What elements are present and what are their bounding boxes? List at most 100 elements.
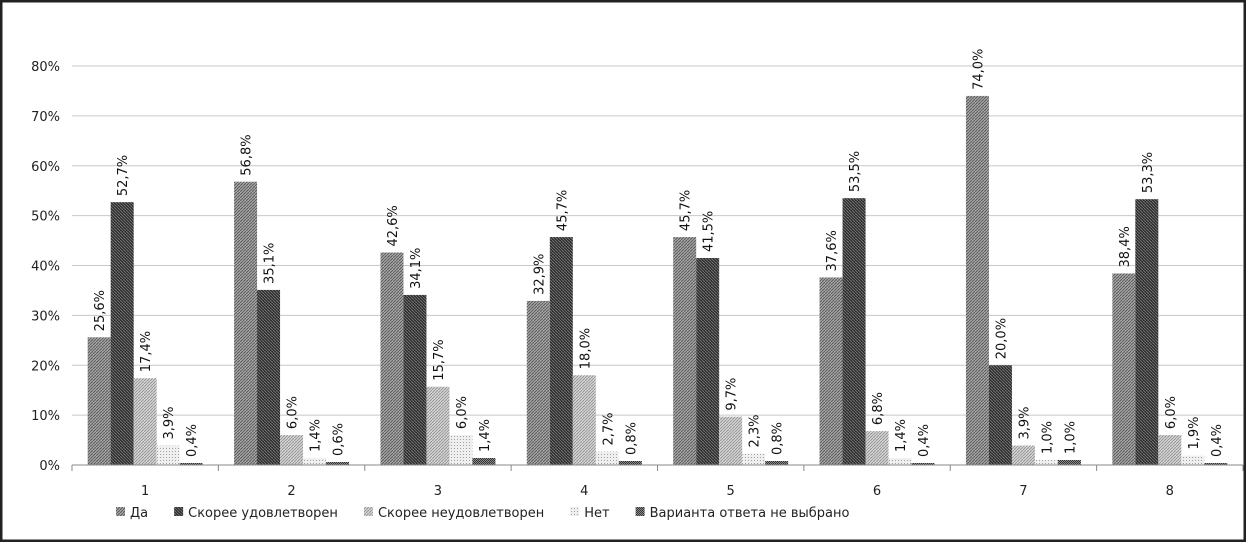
x-tick-label: 2 bbox=[287, 484, 295, 499]
data-label: 1,0% bbox=[1063, 421, 1078, 454]
bar bbox=[742, 453, 766, 465]
legend-swatch bbox=[174, 507, 184, 516]
x-tick-label: 4 bbox=[580, 484, 588, 499]
x-tick-label: 3 bbox=[434, 484, 442, 499]
data-label: 0,4% bbox=[1210, 424, 1225, 457]
bar bbox=[618, 461, 642, 465]
bar bbox=[865, 431, 889, 465]
bar bbox=[572, 375, 596, 465]
bar bbox=[1057, 460, 1081, 465]
bar bbox=[988, 365, 1012, 465]
bar bbox=[403, 294, 427, 465]
x-tick-label: 8 bbox=[1166, 484, 1174, 499]
legend-swatch bbox=[116, 507, 125, 516]
legend-label: Да bbox=[130, 506, 148, 521]
data-label: 17,4% bbox=[139, 331, 154, 372]
bar bbox=[179, 463, 203, 465]
y-tick-label: 20% bbox=[31, 359, 60, 374]
y-tick-label: 10% bbox=[31, 409, 60, 424]
legend-label: Скорее неудовлетворен bbox=[378, 506, 544, 521]
bar bbox=[1158, 435, 1182, 465]
y-axis: 0% 10% 20% 30% 40% 50% 60% 70% 80% bbox=[31, 60, 60, 474]
legend-label: Скорее удовлетворен bbox=[188, 506, 338, 521]
bar bbox=[1204, 463, 1228, 465]
legend: Да Скорее удовлетворен Скорее неудовлетвор… bbox=[116, 506, 849, 521]
data-label: 37,6% bbox=[825, 230, 840, 271]
x-tick-label: 5 bbox=[727, 484, 735, 499]
bar bbox=[449, 435, 473, 465]
y-tick-label: 80% bbox=[31, 60, 60, 75]
bar bbox=[110, 202, 134, 465]
bar bbox=[819, 277, 843, 465]
legend-label: Нет bbox=[584, 506, 610, 521]
data-label: 0,4% bbox=[185, 424, 200, 457]
data-label: 6,0% bbox=[1164, 396, 1179, 429]
data-label: 56,8% bbox=[240, 134, 255, 175]
data-label: 0,8% bbox=[771, 422, 786, 455]
bar bbox=[696, 258, 720, 465]
data-label: 0,8% bbox=[624, 422, 639, 455]
data-label: 3,9% bbox=[1017, 407, 1032, 440]
y-tick-label: 50% bbox=[31, 210, 60, 225]
y-tick-label: 40% bbox=[31, 260, 60, 275]
data-label: 35,1% bbox=[263, 243, 278, 284]
bar bbox=[765, 461, 789, 465]
y-tick-label: 70% bbox=[31, 110, 60, 125]
data-label: 45,7% bbox=[555, 190, 570, 231]
data-label: 38,4% bbox=[1118, 226, 1133, 267]
data-label: 52,7% bbox=[116, 155, 131, 196]
data-label: 42,6% bbox=[386, 205, 401, 246]
bar bbox=[426, 386, 450, 465]
x-tick-label: 7 bbox=[1019, 484, 1027, 499]
x-axis: 1 2 3 4 5 6 7 8 bbox=[71, 464, 1244, 499]
legend-label: Варианта ответа не выбрано bbox=[650, 506, 850, 521]
data-label: 53,3% bbox=[1141, 152, 1156, 193]
data-label: 1,4% bbox=[478, 419, 493, 452]
data-label: 6,0% bbox=[455, 396, 470, 429]
bar bbox=[280, 435, 304, 465]
data-label: 1,0% bbox=[1040, 421, 1055, 454]
bar bbox=[888, 458, 912, 465]
bar bbox=[1011, 445, 1035, 465]
bar bbox=[673, 237, 697, 465]
y-tick-label: 30% bbox=[31, 309, 60, 324]
x-tick-label: 6 bbox=[873, 484, 881, 499]
x-tick-label: 1 bbox=[141, 484, 149, 499]
bar bbox=[965, 95, 989, 466]
bar bbox=[257, 289, 281, 465]
data-label: 1,4% bbox=[894, 419, 909, 452]
legend-swatch bbox=[570, 507, 580, 516]
data-label: 1,4% bbox=[309, 419, 324, 452]
data-label: 1,9% bbox=[1187, 416, 1202, 449]
bar bbox=[1135, 199, 1159, 465]
y-tick-label: 60% bbox=[31, 160, 60, 175]
data-labels: 25,6% 56,8% 42,6% 32,9% 45,7% 37,6% 74,0% 38,4%… bbox=[93, 49, 1225, 457]
data-label: 0,6% bbox=[332, 423, 347, 456]
data-label: 25,6% bbox=[93, 290, 108, 331]
data-label: 3,9% bbox=[162, 407, 177, 440]
legend-swatch bbox=[635, 507, 645, 516]
bar bbox=[1181, 455, 1205, 465]
data-label: 6,0% bbox=[286, 396, 301, 429]
bar bbox=[911, 463, 935, 465]
data-label: 45,7% bbox=[679, 190, 694, 231]
bar bbox=[87, 337, 111, 465]
data-label: 6,8% bbox=[871, 392, 886, 425]
data-label: 53,5% bbox=[848, 151, 863, 192]
bar bbox=[234, 181, 258, 465]
bar bbox=[549, 237, 573, 465]
data-label: 15,7% bbox=[432, 339, 447, 380]
bar bbox=[326, 462, 350, 465]
bar bbox=[472, 458, 496, 465]
bar bbox=[526, 300, 550, 465]
data-label: 18,0% bbox=[578, 328, 593, 369]
bar bbox=[156, 445, 180, 465]
data-label: 32,9% bbox=[532, 254, 547, 295]
bar bbox=[1034, 460, 1058, 465]
bar bbox=[133, 378, 157, 465]
data-label: 74,0% bbox=[971, 49, 986, 90]
bar-series bbox=[87, 95, 1228, 466]
